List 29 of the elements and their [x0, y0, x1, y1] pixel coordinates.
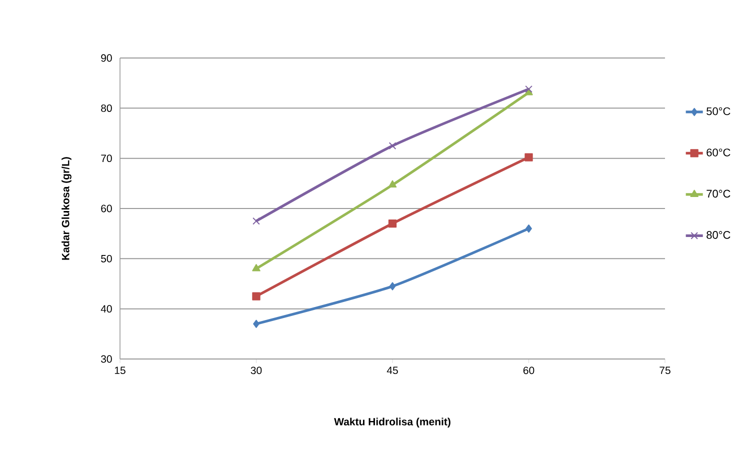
x-tick-label: 30: [250, 366, 262, 374]
x-tick-label: 15: [114, 366, 126, 374]
legend-label: 50°C: [706, 107, 730, 116]
point: [525, 85, 532, 93]
x-axis-title: Waktu Hidrolisa (menit): [334, 418, 450, 428]
x-tick-label: 45: [386, 366, 398, 374]
point: [526, 224, 532, 233]
y-tick-label: 40: [100, 305, 112, 313]
x-tick-label: 75: [660, 366, 670, 374]
y-tick-label: 80: [101, 104, 112, 112]
point: [388, 219, 397, 228]
x-tick-label: 60: [523, 366, 534, 374]
y-tick-label: 50: [101, 254, 112, 262]
legend-label: 60°C: [706, 148, 730, 156]
point: [252, 217, 260, 225]
point: [252, 264, 260, 272]
y-axis-title: Kadar Glukosa (gr/L): [62, 157, 72, 260]
y-tick-label: 60: [101, 204, 112, 212]
y-tick-label: 90: [101, 54, 112, 62]
legend-label: 80°C: [706, 231, 730, 239]
point: [388, 142, 396, 150]
y-tick-label: 70: [101, 154, 112, 162]
y-tick-label: 30: [101, 355, 112, 363]
point: [389, 282, 396, 290]
legend-label: 70°C: [706, 190, 730, 198]
point: [524, 153, 533, 162]
point: [253, 320, 260, 328]
point: [252, 292, 260, 300]
point: [388, 180, 397, 188]
